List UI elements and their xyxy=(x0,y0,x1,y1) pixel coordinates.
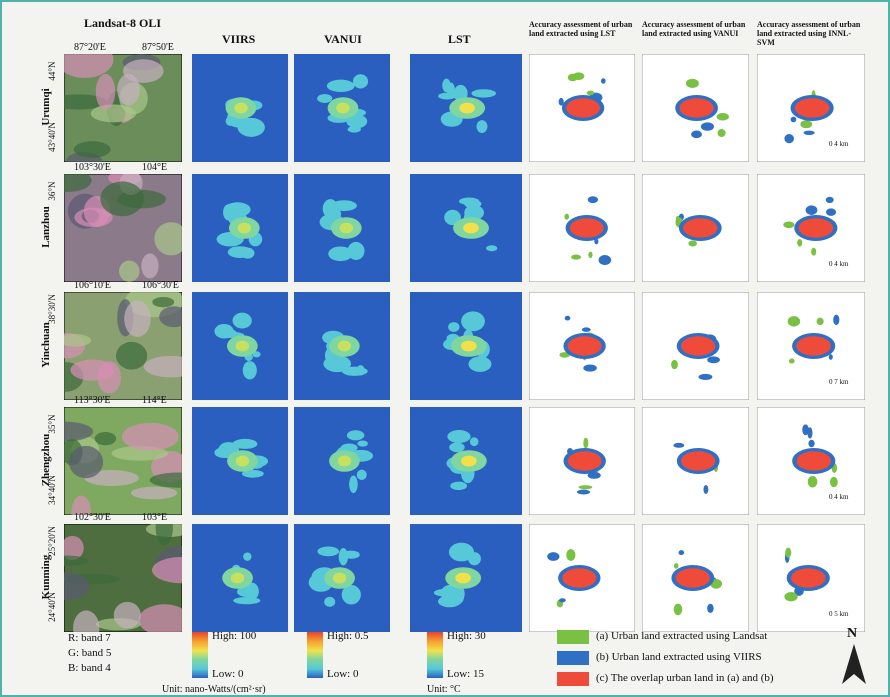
scale-label: 0 4 km xyxy=(829,260,848,268)
panel-image xyxy=(192,174,288,282)
unit-label: Unit: °C xyxy=(427,684,461,695)
column-header: Landsat-8 OLI xyxy=(84,16,161,31)
panel-image xyxy=(294,292,390,400)
panel-image xyxy=(294,407,390,515)
panel-image xyxy=(529,524,635,632)
panel-image xyxy=(294,174,390,282)
panel-image xyxy=(642,292,749,400)
panel-image xyxy=(529,407,635,515)
high-label: High: 30 xyxy=(447,630,486,642)
panel-image xyxy=(757,174,865,282)
panel-image xyxy=(410,54,522,162)
scale-label: 0 7 km xyxy=(829,378,848,386)
longitude-label: 104°E xyxy=(142,162,167,173)
column-header: LST xyxy=(448,32,471,47)
latitude-label: 25°20'N xyxy=(47,521,57,561)
column-header: VANUI xyxy=(324,32,362,47)
panel-image xyxy=(410,174,522,282)
panel-image xyxy=(529,174,635,282)
panel-image xyxy=(410,407,522,515)
scale-label: 0 4 km xyxy=(829,493,848,501)
class-label: (a) Urban land extracted using Landsat xyxy=(596,630,767,642)
longitude-label: 106°30'E xyxy=(142,280,179,291)
low-label: Low: 15 xyxy=(447,668,484,680)
class-swatch xyxy=(557,672,589,686)
column-header: VIIRS xyxy=(222,32,255,47)
longitude-label: 113°30'E xyxy=(74,395,111,406)
figure: Landsat-8 OLI VIIRS VANUI LST Accuracy asses… xyxy=(0,0,890,697)
panel-image xyxy=(642,174,749,282)
panel-image xyxy=(294,524,390,632)
panel-image xyxy=(529,292,635,400)
column-header: Accuracy assessment of urban land extrac… xyxy=(757,20,865,47)
latitude-label: 36°N xyxy=(47,171,57,211)
column-header: Accuracy assessment of urban land extrac… xyxy=(642,20,750,38)
latitude-label: 38°30'N xyxy=(47,289,57,329)
band-label: B: band 4 xyxy=(68,662,111,674)
panel-image xyxy=(192,524,288,632)
high-label: High: 0.5 xyxy=(327,630,369,642)
longitude-label: 87°50'E xyxy=(142,42,174,53)
panel-image xyxy=(192,54,288,162)
north-label: N xyxy=(847,626,857,642)
scale-label: 0 4 km xyxy=(829,140,848,148)
panel-image xyxy=(64,292,182,400)
panel-image xyxy=(64,174,182,282)
latitude-label: 24°40'N xyxy=(47,587,57,627)
panel-image xyxy=(192,292,288,400)
panel-image xyxy=(64,407,182,515)
unit-label: Unit: nano-Watts/(cm²·sr) xyxy=(162,684,266,695)
panel-image xyxy=(529,54,635,162)
low-label: Low: 0 xyxy=(212,668,243,680)
panel-image xyxy=(642,524,749,632)
longitude-label: 106°10'E xyxy=(74,280,111,291)
panel-image xyxy=(64,524,182,632)
panel-image xyxy=(192,407,288,515)
class-label: (b) Urban land extracted using VIIRS xyxy=(596,651,762,663)
panel-image xyxy=(642,407,749,515)
panel-image xyxy=(192,632,208,678)
high-label: High: 100 xyxy=(212,630,256,642)
panel-image xyxy=(757,292,865,400)
longitude-label: 103°30'E xyxy=(74,162,111,173)
panel-image xyxy=(294,54,390,162)
panel-image xyxy=(757,407,865,515)
panel-image xyxy=(410,292,522,400)
band-label: G: band 5 xyxy=(68,647,111,659)
class-swatch xyxy=(557,651,589,665)
panel-image xyxy=(307,632,323,678)
longitude-label: 103°E xyxy=(142,512,167,523)
panel-image xyxy=(642,54,749,162)
class-label: (c) The overlap urban land in (a) and (b… xyxy=(596,672,774,684)
longitude-label: 87°20'E xyxy=(74,42,106,53)
scale-label: 0 5 km xyxy=(829,610,848,618)
panel-image xyxy=(757,524,865,632)
latitude-label: 35°N xyxy=(47,404,57,444)
latitude-label: 44°N xyxy=(47,51,57,91)
panel-image xyxy=(427,632,443,678)
low-label: Low: 0 xyxy=(327,668,358,680)
panel-image xyxy=(410,524,522,632)
latitude-label: 34°40'N xyxy=(47,470,57,510)
panel-image xyxy=(842,644,866,684)
longitude-label: 114°E xyxy=(142,395,167,406)
band-label: R: band 7 xyxy=(68,632,111,644)
panel-image xyxy=(64,54,182,162)
latitude-label: 43°40'N xyxy=(47,117,57,157)
panel-image xyxy=(757,54,865,162)
longitude-label: 102°30'E xyxy=(74,512,111,523)
column-header: Accuracy assessment of urban land extrac… xyxy=(529,20,637,38)
class-swatch xyxy=(557,630,589,644)
